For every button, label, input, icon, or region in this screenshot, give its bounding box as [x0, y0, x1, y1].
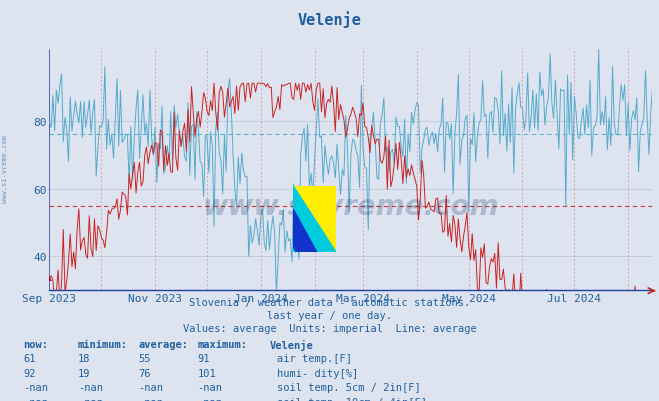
Text: www.si-vreme.com: www.si-vreme.com: [203, 192, 499, 221]
Text: now:: now:: [23, 339, 48, 349]
Text: 19: 19: [78, 368, 90, 378]
Text: soil temp. 10cm / 4in[F]: soil temp. 10cm / 4in[F]: [277, 397, 427, 401]
Text: -nan: -nan: [23, 382, 48, 392]
Text: -nan: -nan: [198, 382, 223, 392]
Text: average:: average:: [138, 339, 188, 349]
Text: humi- dity[%]: humi- dity[%]: [277, 368, 358, 378]
Text: maximum:: maximum:: [198, 339, 248, 349]
Text: Slovenia / weather data - automatic stations.: Slovenia / weather data - automatic stat…: [189, 298, 470, 308]
Text: soil temp. 5cm / 2in[F]: soil temp. 5cm / 2in[F]: [277, 382, 420, 392]
Text: Values: average  Units: imperial  Line: average: Values: average Units: imperial Line: av…: [183, 323, 476, 333]
Polygon shape: [293, 186, 336, 253]
Text: last year / one day.: last year / one day.: [267, 310, 392, 320]
Text: 61: 61: [23, 353, 36, 363]
Text: -nan: -nan: [78, 382, 103, 392]
Text: 76: 76: [138, 368, 151, 378]
Text: 101: 101: [198, 368, 216, 378]
Text: -nan: -nan: [198, 397, 223, 401]
Text: www.si-vreme.com: www.si-vreme.com: [2, 134, 9, 203]
Text: Velenje: Velenje: [270, 339, 314, 350]
Text: minimum:: minimum:: [78, 339, 128, 349]
Text: 55: 55: [138, 353, 151, 363]
Text: -nan: -nan: [23, 397, 48, 401]
Text: 18: 18: [78, 353, 90, 363]
Text: 92: 92: [23, 368, 36, 378]
Text: -nan: -nan: [78, 397, 103, 401]
Polygon shape: [293, 186, 336, 253]
Polygon shape: [293, 210, 317, 253]
Text: 91: 91: [198, 353, 210, 363]
Text: air temp.[F]: air temp.[F]: [277, 353, 352, 363]
Text: Velenje: Velenje: [298, 11, 361, 28]
Text: -nan: -nan: [138, 382, 163, 392]
Text: -nan: -nan: [138, 397, 163, 401]
